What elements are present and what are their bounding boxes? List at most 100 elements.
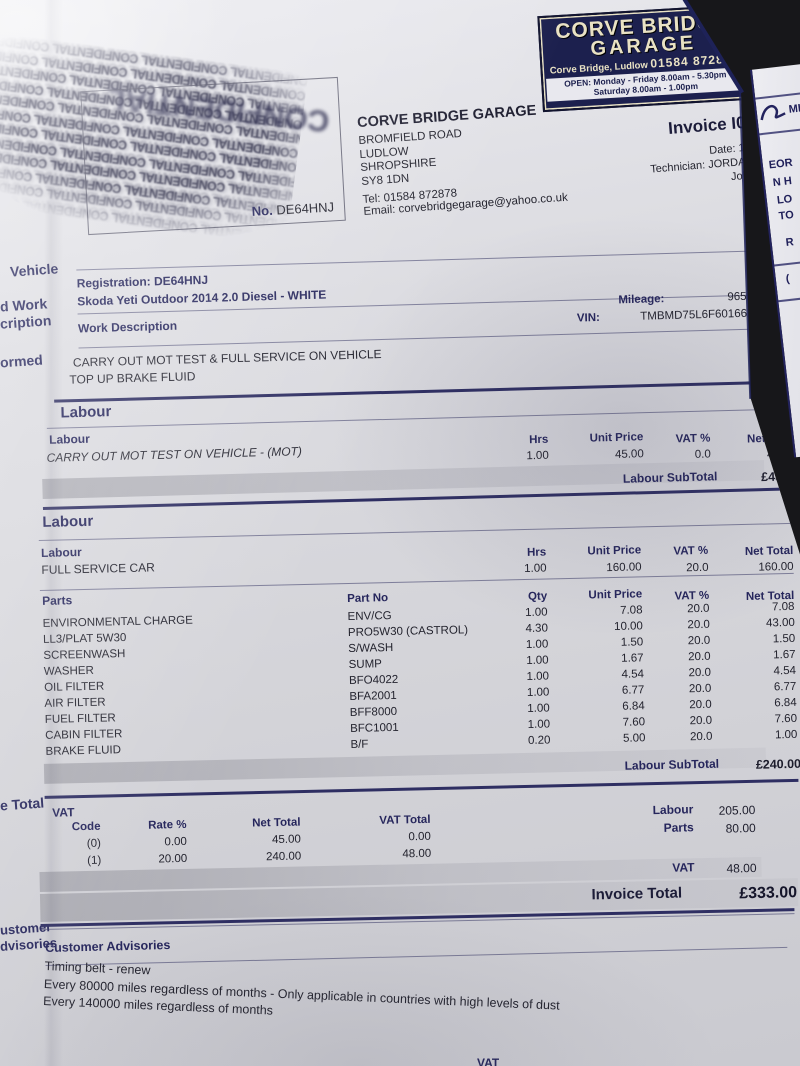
- side-sheet-rule: [755, 88, 800, 100]
- part-net: 7.08: [771, 600, 795, 614]
- rule: [38, 522, 793, 541]
- summary-vat-value: 48.00: [726, 860, 757, 876]
- part-qty: 1.00: [526, 686, 550, 699]
- side-sheet-fragment: N H: [772, 175, 793, 190]
- labour1-header: Labour: [60, 403, 112, 422]
- swoosh-icon: [760, 104, 786, 121]
- recipient-address-box: No. DE64HNJ: [80, 76, 346, 236]
- part-net: 6.84: [774, 696, 797, 710]
- part-vat: 20.0: [688, 682, 712, 696]
- work-description-header: Work Description: [77, 318, 178, 336]
- col-header-unit-price: Unit Price: [588, 588, 643, 602]
- part-qty: 1.00: [526, 654, 549, 667]
- bottom-clipped-text: VAT: [477, 1056, 500, 1066]
- rule: [76, 250, 774, 271]
- part-qty: 0.20: [527, 734, 551, 747]
- col-header-unit-price: Unit Price: [587, 544, 642, 558]
- part-qty: 1.00: [525, 638, 549, 651]
- vat-row-code: (1): [87, 854, 102, 867]
- summary-parts-value: 80.00: [725, 820, 756, 836]
- rule: [39, 572, 794, 591]
- part-vat: 20.0: [687, 618, 711, 632]
- labour-section-2: Labour Labour Hrs Unit Price VAT % Net T…: [38, 489, 800, 806]
- col-header-net-total: Net Total: [746, 432, 796, 446]
- labour1-row-vat: 0.0: [694, 448, 711, 461]
- part-unit-price: 1.67: [621, 652, 644, 665]
- part-unit-price: 7.60: [622, 716, 646, 729]
- vat-row-code: (0): [86, 837, 102, 850]
- labour2-row-hrs: 1.00: [524, 562, 547, 575]
- no-value: DE64HNJ: [275, 199, 335, 218]
- part-qty: 1.00: [527, 718, 551, 731]
- part-vat: 20.0: [688, 666, 712, 680]
- col-header-vat: VAT %: [673, 544, 709, 558]
- part-unit-price: 6.84: [622, 700, 645, 713]
- vat-row-rate: 0.00: [164, 835, 187, 849]
- labour2-row-vat: 20.0: [686, 561, 709, 575]
- col-header-part-no: Part No: [347, 592, 389, 606]
- adjacent-document-sheet: MI EOR N H LO TO R (: [750, 60, 800, 458]
- side-sheet-rule: [774, 255, 800, 267]
- col-header-vat: VAT %: [675, 432, 711, 446]
- labour1-row-unit-price: 45.00: [614, 448, 644, 461]
- part-vat: 20.0: [686, 602, 710, 616]
- invoice-total-value: £333.00: [739, 884, 798, 903]
- registration-line: Registration: DE64HNJ: [76, 272, 209, 291]
- col-header-vat: VAT %: [674, 589, 710, 603]
- summary-labour-value: 205.00: [718, 802, 756, 818]
- part-qty: 1.00: [527, 702, 550, 715]
- labour2-row-desc: FULL SERVICE CAR: [41, 560, 155, 577]
- part-unit-price: 6.77: [621, 684, 645, 697]
- vat-col-vat-total: VAT Total: [379, 813, 431, 827]
- col-header-net-total: Net Total: [744, 544, 794, 558]
- part-vat: 20.0: [689, 730, 713, 744]
- part-unit-price: 10.00: [613, 620, 644, 633]
- work-line-1: CARRY OUT MOT TEST & FULL SERVICE ON VEH…: [72, 347, 382, 370]
- col-header-hrs: Hrs: [529, 433, 549, 447]
- labour2-subheader: Labour: [40, 545, 82, 560]
- part-net: 7.60: [774, 712, 798, 726]
- work-line-2: TOP UP BRAKE FLUID: [69, 369, 196, 387]
- part-unit-price: 7.08: [620, 604, 643, 617]
- side-sheet-fragment: (: [785, 272, 791, 286]
- vat-table-header: VAT: [52, 805, 75, 820]
- registration-no-line: No. DE64HNJ: [251, 199, 334, 219]
- side-sheet-fragment: R: [785, 236, 795, 250]
- labour1-subtotal-value: £45.00: [760, 469, 800, 485]
- vin-label: VIN:: [576, 311, 601, 325]
- totals-section: VAT Code Rate % Net Total VAT Total (0) …: [38, 786, 799, 937]
- side-sheet-fragment: EOR: [768, 156, 794, 172]
- part-unit-price: 1.50: [620, 636, 644, 649]
- vat-col-net: Net Total: [252, 816, 301, 830]
- vat-col-rate: Rate %: [148, 818, 187, 832]
- col-header-qty: Qty: [527, 590, 548, 603]
- vehicle-model-line: Skoda Yeti Outdoor 2014 2.0 Diesel - WHI…: [77, 287, 327, 309]
- vat-row-vat-total: 48.00: [402, 847, 432, 861]
- vat-col-code: Code: [71, 820, 101, 834]
- edge-label-description: cription: [0, 312, 52, 332]
- part-net: 6.77: [773, 680, 797, 694]
- part-unit-price: 5.00: [622, 732, 646, 745]
- part-vat: 20.0: [688, 650, 711, 664]
- side-sheet-fragment: MI: [788, 102, 800, 116]
- rule: [46, 408, 795, 429]
- part-unit-price: 4.54: [621, 668, 645, 681]
- part-qty: 1.00: [525, 606, 548, 619]
- part-net: 1.50: [772, 632, 796, 646]
- labour2-subtotal-value: £240.00: [755, 756, 800, 772]
- part-net: 43.00: [765, 616, 795, 630]
- mileage-label: Mileage:: [618, 293, 665, 307]
- part-net: 1.00: [774, 728, 798, 742]
- col-header-hrs: Hrs: [526, 546, 547, 559]
- edge-label-vehicle: Vehicle: [9, 260, 59, 280]
- part-vat: 20.0: [689, 714, 713, 728]
- part-qty: 1.00: [526, 670, 550, 683]
- parts-header: Parts: [41, 593, 73, 608]
- part-name: ENVIRONMENTAL CHARGE: [42, 614, 193, 630]
- part-net: 4.54: [773, 664, 797, 678]
- vehicle-section: Registration: DE64HNJ Skoda Yeti Outdoor…: [58, 237, 796, 392]
- vat-row-net: 240.00: [265, 850, 302, 864]
- vat-row-net: 45.00: [271, 833, 301, 847]
